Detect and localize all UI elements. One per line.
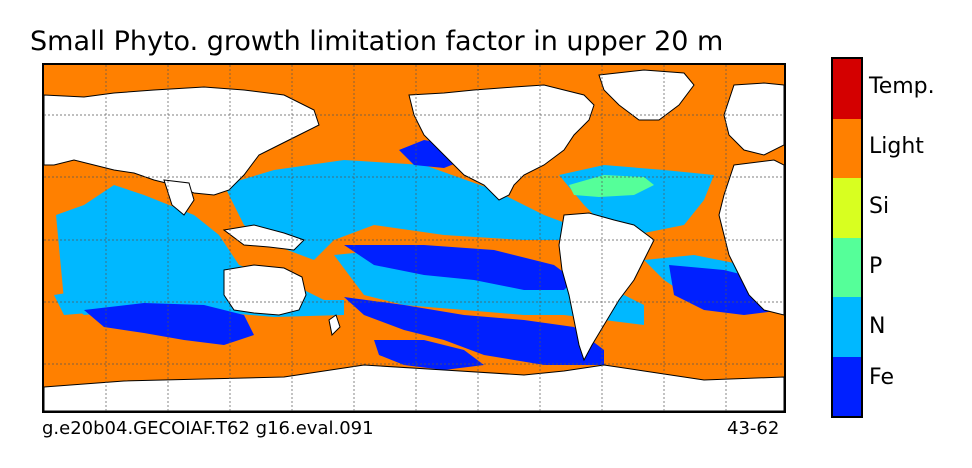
australia (223, 264, 307, 316)
colorbar-label-p: P (869, 254, 883, 279)
gridlines (44, 65, 784, 411)
colorbar-label-n: N (869, 314, 886, 339)
colorbar-label-fe: Fe (869, 365, 894, 390)
southeast-pacific-fe (374, 340, 484, 370)
new-zealand (328, 314, 341, 337)
n-limited-regions (54, 160, 784, 325)
india (163, 179, 195, 216)
p-limited-region (569, 175, 654, 197)
year-range-label: 43-62 (727, 418, 780, 439)
map-panel (42, 63, 786, 413)
colorbar-label-temp: Temp. (869, 74, 935, 99)
indian-southern-fe (84, 303, 254, 345)
colorbar-segment-fe (833, 356, 861, 416)
pacific-n-region (224, 160, 589, 260)
colorbar-segment-light (833, 118, 861, 178)
colorbar-segment-p (833, 237, 861, 297)
colorbar-label-light: Light (869, 134, 924, 159)
north-america (408, 84, 595, 201)
south-pacific-fe (344, 297, 604, 365)
run-id-label: g.e20b04.GECOIAF.T62 g16.eval.091 (42, 418, 374, 439)
colorbar (831, 57, 863, 418)
equatorial-pacific-fe (344, 245, 574, 290)
eurasia-north (44, 86, 320, 196)
antarctica (44, 364, 784, 411)
limitation-map (44, 65, 784, 411)
continents (44, 69, 784, 411)
africa (718, 159, 784, 316)
south-atlantic-fe (669, 265, 784, 315)
colorbar-segment-temp (833, 59, 861, 119)
colorbar-segment-si (833, 178, 861, 238)
colorbar-label-si: Si (869, 194, 890, 219)
map-title: Small Phyto. growth limitation factor in… (30, 26, 724, 57)
europe (723, 82, 784, 156)
maritime-continent (222, 224, 305, 251)
south-america (558, 212, 655, 362)
fe-limited-regions (84, 140, 784, 370)
colorbar-segment-n (833, 297, 861, 357)
greenland (598, 69, 695, 121)
